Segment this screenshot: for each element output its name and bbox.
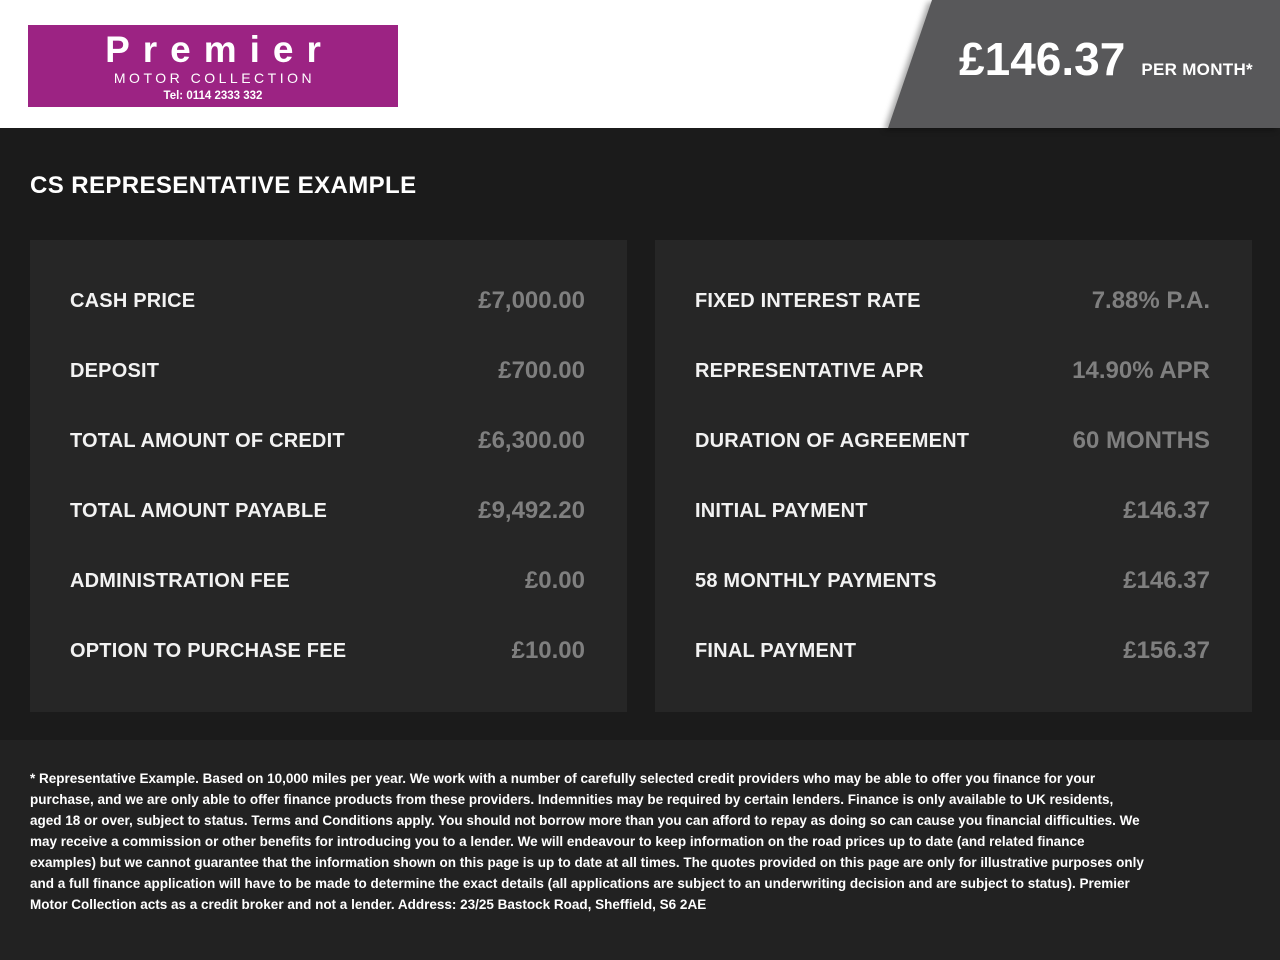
finance-row-value: £146.37: [1123, 497, 1210, 524]
finance-row: 58 MONTHLY PAYMENTS £146.37: [695, 546, 1210, 616]
finance-row-label: FINAL PAYMENT: [695, 639, 857, 662]
disclaimer-text: * Representative Example. Based on 10,00…: [30, 771, 1144, 912]
finance-row-label: CASH PRICE: [70, 289, 196, 312]
finance-row: DEPOSIT £700.00: [70, 336, 585, 406]
finance-row: TOTAL AMOUNT PAYABLE £9,492.20: [70, 476, 585, 546]
finance-row-label: REPRESENTATIVE APR: [695, 359, 924, 382]
dealer-phone-number: Tel: 0114 2333 332: [163, 89, 263, 102]
finance-row-label: DURATION OF AGREEMENT: [695, 429, 970, 452]
finance-row-label: INITIAL PAYMENT: [695, 499, 868, 522]
finance-row: DURATION OF AGREEMENT 60 MONTHS: [695, 406, 1210, 476]
dealer-logo: Premier MOTOR COLLECTION Tel: 0114 2333 …: [28, 25, 398, 107]
finance-row-label: ADMINISTRATION FEE: [70, 569, 290, 592]
finance-row: INITIAL PAYMENT £146.37: [695, 476, 1210, 546]
finance-row: OPTION TO PURCHASE FEE £10.00: [70, 616, 585, 686]
finance-row-label: TOTAL AMOUNT PAYABLE: [70, 499, 327, 522]
finance-panel-terms: FIXED INTEREST RATE 7.88% P.A. REPRESENT…: [655, 240, 1252, 712]
finance-row-label: FIXED INTEREST RATE: [695, 289, 921, 312]
finance-row-value: £700.00: [498, 357, 585, 384]
finance-panel-amounts: CASH PRICE £7,000.00 DEPOSIT £700.00 TOT…: [30, 240, 627, 712]
footer-section: * Representative Example. Based on 10,00…: [0, 740, 1280, 960]
dealer-logo-name: Premier: [105, 28, 334, 70]
finance-row-value: £0.00: [524, 567, 585, 594]
finance-row: REPRESENTATIVE APR 14.90% APR: [695, 336, 1210, 406]
finance-row-label: TOTAL AMOUNT OF CREDIT: [70, 429, 345, 452]
finance-row-value: £9,492.20: [478, 497, 585, 524]
finance-row-value: £146.37: [1123, 567, 1210, 594]
monthly-price-banner: £146.37 PER MONTH*: [888, 0, 1280, 128]
finance-row: TOTAL AMOUNT OF CREDIT £6,300.00: [70, 406, 585, 476]
dealer-logo-subtitle: MOTOR COLLECTION: [113, 69, 316, 86]
finance-row-value: 60 MONTHS: [1072, 427, 1210, 454]
finance-row-value: £7,000.00: [478, 287, 585, 314]
finance-row-value: 14.90% APR: [1072, 357, 1210, 384]
finance-row-label: DEPOSIT: [70, 359, 160, 382]
main-section: CS REPRESENTATIVE EXAMPLE CASH PRICE £7,…: [0, 128, 1280, 740]
monthly-price-suffix: PER MONTH*: [1141, 60, 1253, 79]
page-title: CS REPRESENTATIVE EXAMPLE: [30, 172, 417, 199]
finance-row-value: £156.37: [1123, 637, 1210, 664]
finance-row: FIXED INTEREST RATE 7.88% P.A.: [695, 266, 1210, 336]
finance-row-value: £6,300.00: [478, 427, 585, 454]
finance-row: CASH PRICE £7,000.00: [70, 266, 585, 336]
finance-row: FINAL PAYMENT £156.37: [695, 616, 1210, 686]
finance-row-label: OPTION TO PURCHASE FEE: [70, 639, 347, 662]
finance-row-label: 58 MONTHLY PAYMENTS: [695, 569, 937, 592]
top-bar: Premier MOTOR COLLECTION Tel: 0114 2333 …: [0, 0, 1280, 128]
monthly-price-amount: £146.37: [959, 33, 1126, 85]
finance-panels: CASH PRICE £7,000.00 DEPOSIT £700.00 TOT…: [30, 240, 1252, 712]
price-banner-wrap: £146.37 PER MONTH*: [888, 0, 1280, 128]
finance-row-value: 7.88% P.A.: [1091, 287, 1210, 314]
finance-row: ADMINISTRATION FEE £0.00: [70, 546, 585, 616]
finance-row-value: £10.00: [511, 637, 585, 664]
